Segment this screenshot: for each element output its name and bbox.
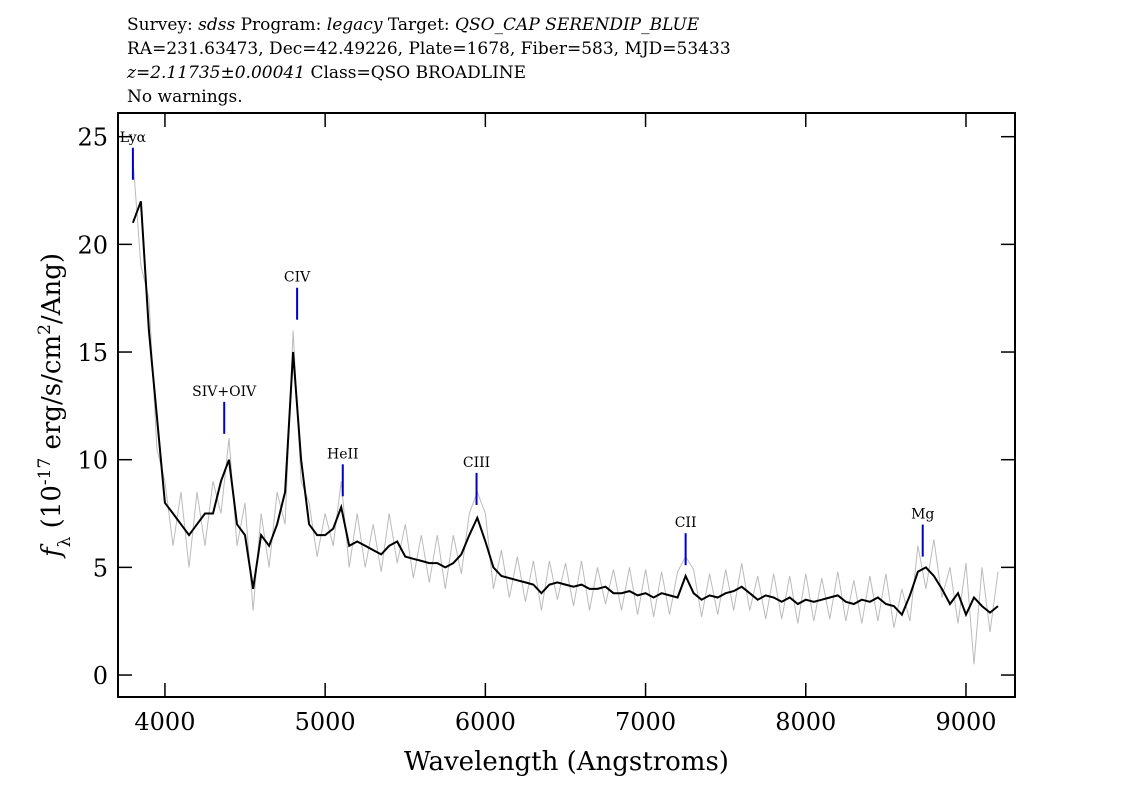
y-tick-label: 15: [77, 339, 108, 367]
x-tick-label: 5000: [295, 708, 356, 736]
y-tick-label: 5: [93, 554, 108, 582]
x-tick-label: 9000: [935, 708, 996, 736]
y-axis-label-part: -17: [35, 458, 55, 485]
y-tick-label: 20: [77, 231, 108, 259]
header-text: Class=QSO BROADLINE: [305, 63, 526, 83]
spectrum-line: [131, 200, 999, 618]
y-axis-label-part: 2: [35, 324, 55, 335]
x-tick-label: 4000: [134, 708, 195, 736]
x-axis-label: Wavelength (Angstroms): [404, 747, 729, 777]
y-axis-label-part: λ: [55, 536, 75, 547]
header-line: z=2.11735±0.00041 Class=QSO BROADLINE: [126, 63, 526, 83]
line-label: CIV: [284, 270, 311, 286]
spectrum-line: [132, 158, 999, 665]
x-tick-label: 8000: [775, 708, 836, 736]
y-axis-label-part: (10: [37, 485, 67, 537]
header-text: No warnings.: [127, 87, 243, 107]
line-label: SIV+OIV: [192, 384, 257, 400]
x-tick-label: 6000: [455, 708, 516, 736]
y-tick-label: 10: [77, 447, 108, 475]
line-label: Lyα: [120, 130, 147, 146]
line-label: CIII: [463, 455, 490, 471]
y-tick-label: 0: [93, 662, 108, 690]
y-tick-label: 25: [77, 124, 108, 152]
y-axis-label-part: /Ang): [37, 253, 67, 324]
header-text: z=2.11735±0.00041: [126, 63, 305, 83]
line-label: CII: [675, 515, 697, 531]
y-axis-label: fλ (10-17 erg/s/cm2/Ang): [35, 253, 75, 559]
header-line: No warnings.: [127, 87, 243, 107]
x-tick-label: 7000: [615, 708, 676, 736]
header-line: Survey: sdss Program: legacy Target: QSO…: [127, 15, 700, 35]
header-line: RA=231.63473, Dec=42.49226, Plate=1678, …: [127, 39, 731, 59]
line-label: Mg: [911, 507, 934, 523]
header-text: Program:: [235, 15, 327, 35]
header-text: QSO_CAP SERENDIP_BLUE: [455, 15, 700, 35]
header-text: Target:: [382, 15, 455, 35]
y-axis-label-part: erg/s/cm: [37, 335, 67, 458]
line-label: HeII: [327, 446, 359, 462]
header-text: RA=231.63473, Dec=42.49226, Plate=1678, …: [127, 39, 731, 59]
plot-frame: [117, 112, 1016, 698]
header-text: legacy: [327, 15, 383, 35]
header-text: Survey:: [127, 15, 198, 35]
header-text: sdss: [198, 15, 235, 35]
